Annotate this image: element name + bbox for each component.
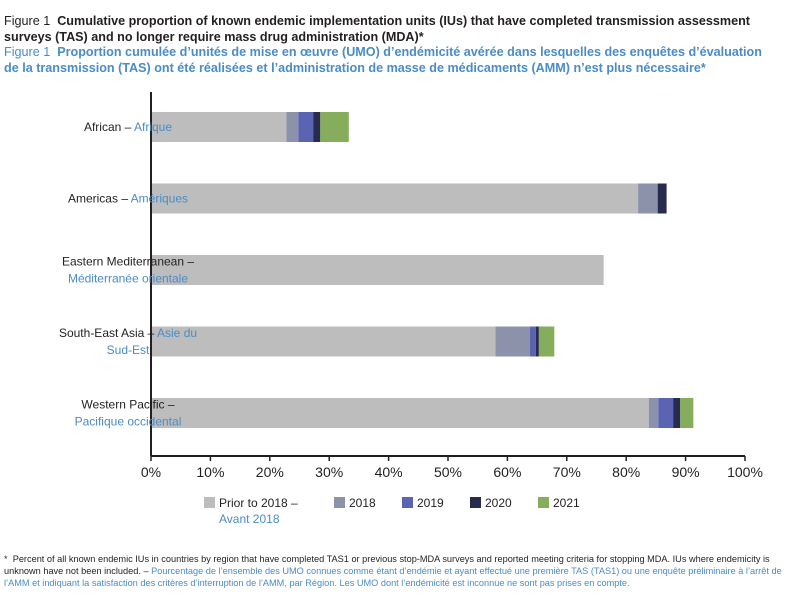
legend-swatch — [334, 497, 345, 508]
bar-segment — [648, 398, 659, 428]
x-tick-label: 50% — [434, 464, 462, 480]
legend-label: 2021 — [553, 496, 580, 510]
title-en-line-1: Figure 1 Cumulative proportion of known … — [4, 14, 786, 30]
footnote: * Percent of all known endemic IUs in co… — [4, 553, 782, 589]
footnote-en: Percent of all known endemic IUs in coun… — [4, 554, 770, 576]
legend-swatch — [470, 497, 481, 508]
bar-segment — [538, 326, 555, 357]
figure-label-fr: Figure 1 — [4, 45, 51, 59]
legend-label-fr: Avant 2018 — [219, 512, 280, 526]
bar-segment — [529, 326, 536, 357]
bar-segment — [657, 183, 667, 214]
category-label: Pacifique occidental — [75, 415, 182, 429]
footnote-fr: Pourcentage de l’ensemble des UMO connue… — [4, 566, 782, 588]
title-fr-text-1: Proportion cumulée d’unités de mise en œ… — [57, 45, 762, 59]
bar-segment — [151, 326, 496, 357]
title-en-line-2: surveys (TAS) and no longer require mass… — [4, 29, 424, 44]
x-tick-label: 20% — [256, 464, 284, 480]
legend-label: 2019 — [417, 496, 444, 510]
title-fr-line-1: Figure 1 Proportion cumulée d’unités de … — [4, 45, 786, 61]
stacked-bar-chart: 0% 10% 20% 30% 40% 50% 60% 70% 80% 90% 100% African… — [59, 92, 763, 526]
x-tick-label: 30% — [315, 464, 343, 480]
bar-segment — [286, 112, 299, 142]
legend-swatch — [538, 497, 549, 508]
legend-swatch — [204, 497, 215, 508]
bar-segment — [151, 398, 649, 428]
x-tick-label: 10% — [196, 464, 224, 480]
bar-segment — [658, 398, 674, 428]
x-tick-label: 100% — [727, 464, 763, 480]
title-fr-line-2: de la transmission (TAS) ont été réalisé… — [4, 60, 706, 75]
figure-title: Figure 1 Cumulative proportion of known … — [4, 14, 786, 76]
bar-segment — [320, 112, 349, 142]
category-label: Sud-Est — [107, 343, 150, 357]
bar-segment — [313, 112, 321, 142]
bar-segment — [151, 183, 639, 214]
legend-label: 2020 — [485, 496, 512, 510]
bar-segment — [151, 255, 604, 285]
bar-segment — [638, 183, 658, 214]
category-label: Méditerranée orientale — [68, 272, 188, 286]
x-tick-label: 80% — [612, 464, 640, 480]
legend-label: Prior to 2018 – — [219, 496, 298, 510]
bar-segment — [673, 398, 681, 428]
bar-segment — [298, 112, 314, 142]
category-label: Americas – Amériques — [68, 192, 188, 206]
legend-swatch — [402, 497, 413, 508]
x-tick-label: 40% — [375, 464, 403, 480]
category-label: South-East Asia – Asie du — [59, 326, 197, 340]
x-tick-label: 90% — [672, 464, 700, 480]
legend-label: 2018 — [349, 496, 376, 510]
category-label: African – Afrique — [84, 120, 172, 134]
x-tick-label: 70% — [553, 464, 581, 480]
footnote-marker: * — [4, 554, 13, 564]
bar-segment — [535, 326, 539, 357]
category-label: Western Pacific – — [81, 398, 174, 412]
x-tick-label: 60% — [493, 464, 521, 480]
title-en-text-1: Cumulative proportion of known endemic i… — [57, 14, 750, 28]
bar-segment — [680, 398, 694, 428]
x-tick-label: 0% — [141, 464, 161, 480]
bar-segment — [495, 326, 530, 357]
figure-label-en: Figure 1 — [4, 14, 51, 28]
bar-segment — [151, 112, 287, 142]
category-label: Eastern Mediterranean – — [62, 255, 194, 269]
